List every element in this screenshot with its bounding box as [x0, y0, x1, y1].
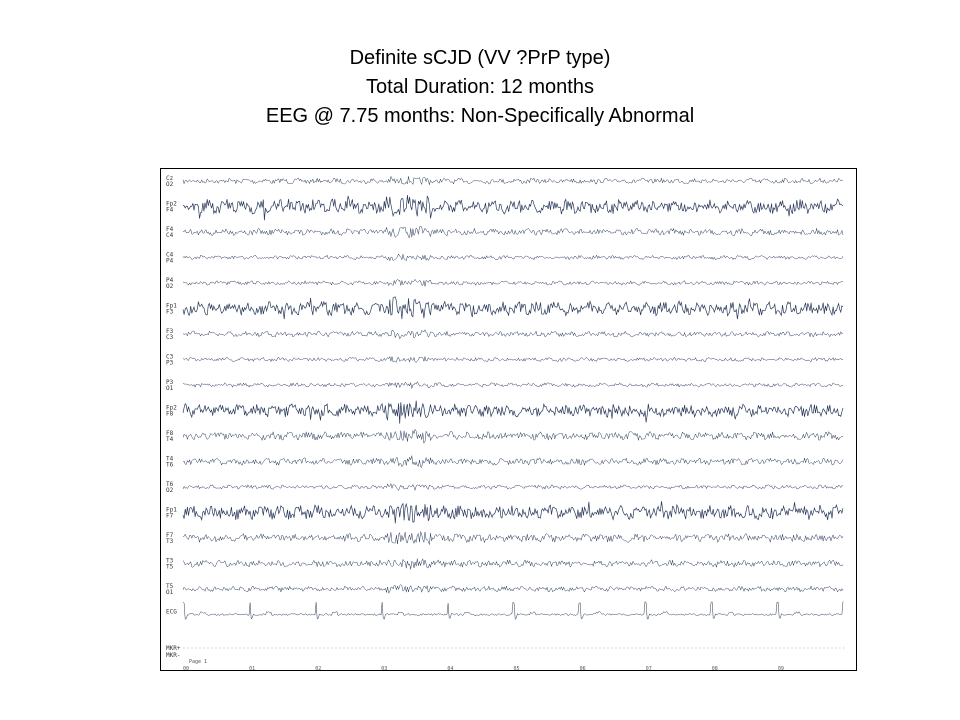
- eeg-trace: [182, 400, 844, 424]
- channel-label-bottom: O2: [166, 487, 174, 494]
- eeg-tracing: Cz O2 Fp2 F4 F4 C4 C4 P4 P4 O2 Fp1 F3 F3 C3 C3 P3 P3 O1 Fp…: [160, 168, 857, 672]
- time-tick-label: 09: [778, 666, 784, 672]
- eeg-trace: [182, 557, 844, 570]
- time-tick-label: 06: [580, 666, 586, 672]
- channel-label-top: Fp1: [166, 303, 177, 310]
- title-line-duration: Total Duration: 12 months: [366, 76, 594, 98]
- channel-label-top: Fp2: [166, 405, 177, 412]
- channel-label-top: P4: [166, 277, 174, 284]
- eeg-trace: [182, 194, 844, 221]
- channel-label-bottom: T3: [166, 538, 174, 545]
- eeg-trace: [182, 329, 843, 340]
- eeg-trace: [182, 531, 844, 545]
- channel-label-top: F3: [166, 328, 174, 335]
- eeg-trace: [182, 226, 844, 238]
- channel-label-top: C4: [166, 252, 174, 259]
- channel-label-top: T3: [166, 558, 174, 565]
- channel-label-bottom: T6: [166, 462, 174, 469]
- channel-label-bottom: F8: [166, 411, 174, 418]
- channel-label-top: T6: [166, 481, 174, 488]
- channel-label-bottom: O1: [166, 589, 174, 596]
- time-tick-label: 04: [447, 666, 453, 672]
- channel-label-top: T4: [166, 456, 174, 463]
- channel-label-top: F4: [166, 226, 174, 233]
- eeg-trace: [182, 175, 844, 186]
- channel-label-bottom: T5: [166, 564, 174, 571]
- channel-label-top: T5: [166, 583, 174, 590]
- time-tick-label: 05: [514, 666, 520, 672]
- channel-label-bottom: F7: [166, 513, 174, 520]
- time-tick-label: 07: [646, 666, 652, 672]
- time-tick-label: 00: [183, 666, 189, 672]
- channel-label-bottom: T4: [166, 436, 174, 443]
- eeg-trace: [182, 601, 844, 620]
- channel-label-bottom: O2: [166, 283, 174, 290]
- eeg-trace: [182, 428, 843, 444]
- channel-label-bottom: P4: [166, 258, 174, 265]
- time-tick-label: 03: [381, 666, 387, 672]
- slide-title: Definite sCJD (VV ?PrP type) Total Durat…: [0, 44, 960, 131]
- eeg-traces: CzO2Fp2F4F4C4C4P4P4O2Fp1F3F3C3C3P3P3O1Fp…: [166, 175, 845, 672]
- eeg-trace: [182, 253, 844, 262]
- channel-label-bottom: C3: [166, 334, 174, 341]
- channel-label-top: ECG: [166, 609, 177, 616]
- title-line-eeg-finding: EEG @ 7.75 months: Non-Specifically Abno…: [265, 105, 695, 127]
- eeg-trace: [182, 278, 844, 287]
- channel-label-bottom: O1: [166, 385, 174, 392]
- channel-label-bottom: F4: [166, 207, 174, 214]
- channel-label-top: Cz: [166, 175, 174, 182]
- channel-label-bottom: C4: [166, 232, 174, 239]
- channel-label-top: C3: [166, 354, 174, 361]
- time-tick-label: 01: [249, 666, 255, 672]
- channel-label-bottom: O2: [166, 181, 174, 188]
- marker-label: MKR+: [166, 645, 181, 652]
- eeg-trace: [182, 381, 844, 389]
- channel-label-top: F8: [166, 430, 174, 437]
- channel-label-top: Fp2: [166, 201, 177, 208]
- page-label: Page 1: [189, 659, 207, 665]
- marker-label: MKR-: [166, 652, 180, 659]
- eeg-trace: [182, 296, 844, 320]
- eeg-trace: [182, 355, 844, 363]
- channel-label-top: F7: [166, 532, 174, 539]
- time-tick-label: 08: [712, 666, 718, 672]
- eeg-trace: [182, 482, 844, 492]
- channel-label-bottom: F3: [166, 309, 174, 316]
- eeg-trace: [182, 501, 844, 524]
- eeg-trace: [182, 584, 844, 594]
- channel-label-bottom: P3: [166, 360, 174, 367]
- title-line-diagnosis: Definite sCJD (VV ?PrP type): [349, 47, 611, 69]
- time-tick-label: 02: [315, 666, 321, 672]
- eeg-trace: [182, 455, 844, 468]
- channel-label-top: Fp1: [166, 507, 177, 514]
- channel-label-top: P3: [166, 379, 174, 386]
